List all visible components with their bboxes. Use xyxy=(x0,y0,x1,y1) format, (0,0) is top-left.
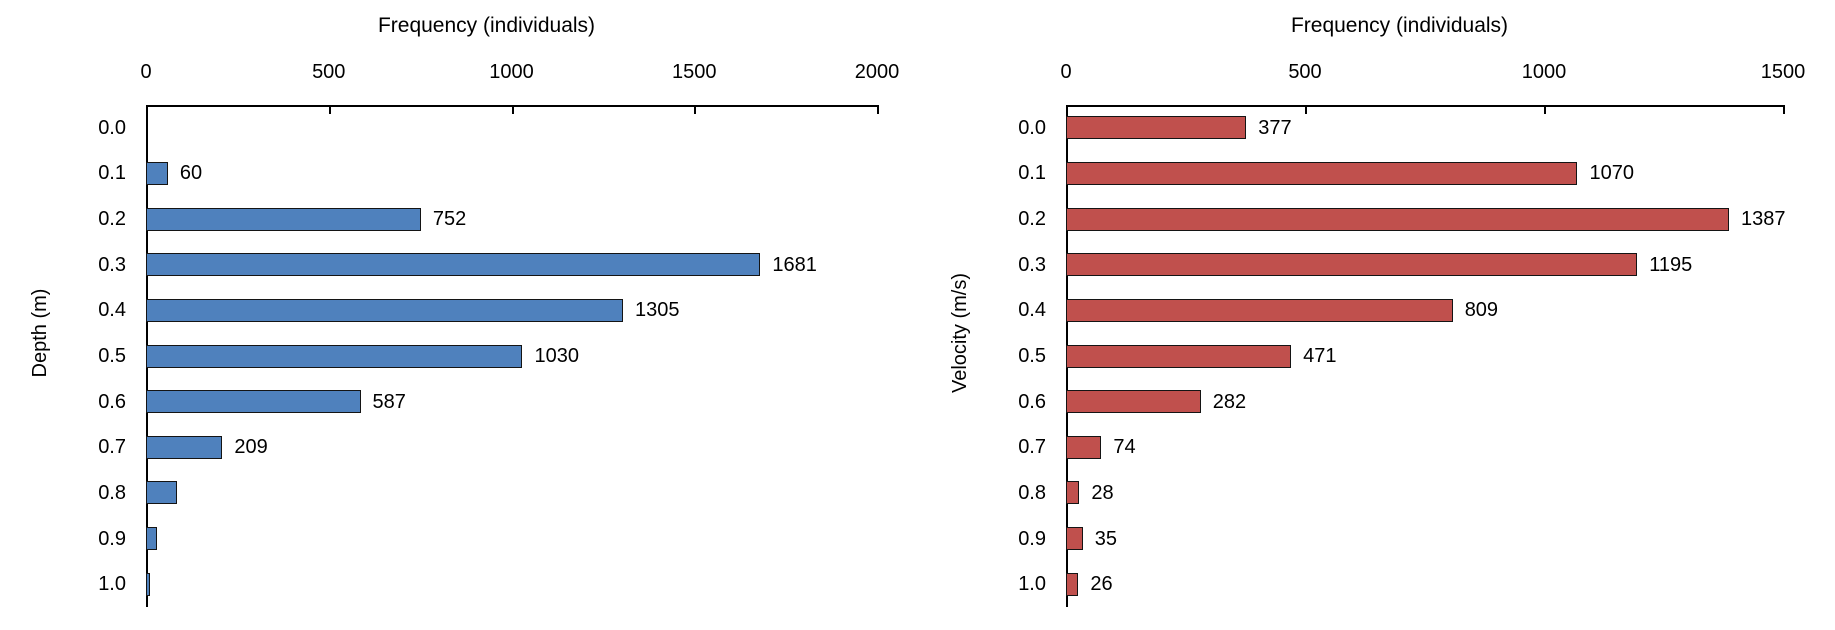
y-tick-label: 0.1 xyxy=(1018,162,1046,185)
y-tick-label: 0.4 xyxy=(98,299,126,322)
x-tick-label: 1500 xyxy=(672,61,717,83)
y-tick-label: 0.5 xyxy=(98,345,126,367)
bar xyxy=(1066,527,1083,551)
bar-value-label: 1030 xyxy=(534,345,579,367)
bar xyxy=(1066,390,1201,414)
bar-value-label: 587 xyxy=(372,390,406,413)
y-tick-label: 0.8 xyxy=(98,481,126,504)
bar-value-label: 1070 xyxy=(1589,162,1634,185)
x-tick-label: 0 xyxy=(1060,61,1072,83)
x-tick-label: 500 xyxy=(312,61,346,83)
y-tick-label: 0.3 xyxy=(1018,253,1046,276)
x-tick-mark xyxy=(1305,105,1307,114)
bar-value-label: 1387 xyxy=(1740,208,1786,231)
y-axis-title: Depth (m) xyxy=(29,288,51,378)
chart-title: Frequency (individuals) xyxy=(377,14,596,37)
x-tick-mark xyxy=(877,105,879,114)
y-tick-label: 0.9 xyxy=(98,527,126,550)
y-tick-label: 0.6 xyxy=(98,390,126,413)
bar-value-label: 1681 xyxy=(772,253,817,276)
y-tick-label: 0.0 xyxy=(1018,116,1046,139)
bar-value-label: 1195 xyxy=(1649,253,1693,276)
x-tick-mark xyxy=(328,105,331,114)
y-tick-label: 0.8 xyxy=(1018,481,1046,504)
bar xyxy=(1066,572,1079,596)
x-tick-label: 1000 xyxy=(1521,61,1567,83)
bar-value-label: 74 xyxy=(1113,436,1136,459)
bar-value-label: 752 xyxy=(432,208,467,231)
bar-value-label: 377 xyxy=(1258,116,1292,139)
bar-value-label: 60 xyxy=(179,162,203,185)
y-tick-label: 0.9 xyxy=(1018,527,1046,550)
bar-value-label: 471 xyxy=(1303,345,1337,367)
y-axis-title: Velocity (m/s) xyxy=(949,272,971,394)
y-tick-label: 0.5 xyxy=(1018,345,1046,367)
bar xyxy=(146,161,168,185)
y-tick-label: 0.1 xyxy=(98,162,126,185)
bar xyxy=(146,435,223,459)
bar-value-label: 209 xyxy=(234,436,268,459)
bar xyxy=(1066,116,1247,140)
y-tick-label: 0.6 xyxy=(1018,390,1046,413)
y-tick-label: 0.7 xyxy=(1018,436,1046,459)
x-tick-mark xyxy=(1783,105,1785,114)
y-tick-label: 1.0 xyxy=(1018,573,1046,596)
bar-value-label: 35 xyxy=(1094,527,1117,550)
y-tick-label: 0.3 xyxy=(98,253,126,276)
bar-value-label: 282 xyxy=(1212,390,1247,413)
bar xyxy=(146,390,361,414)
bar xyxy=(1066,298,1453,322)
y-tick-label: 0.7 xyxy=(98,436,126,459)
bar xyxy=(146,481,178,505)
velocity-frequency-chart: Frequency (individuals) Velocity (m/s) 0… xyxy=(920,0,1835,630)
chart-title: Frequency (individuals) xyxy=(1290,14,1509,37)
bar xyxy=(1066,344,1292,368)
bar xyxy=(146,344,523,368)
x-tick-label: 1000 xyxy=(489,61,534,83)
bar xyxy=(1066,161,1578,185)
bar-value-label: 28 xyxy=(1091,481,1114,504)
bar xyxy=(1066,253,1638,277)
y-tick-label: 0.4 xyxy=(1018,299,1046,322)
bar xyxy=(1066,435,1102,459)
y-tick-label: 1.0 xyxy=(98,573,126,596)
bar xyxy=(146,298,623,322)
bar-value-label: 809 xyxy=(1464,299,1499,322)
x-tick-label: 2000 xyxy=(854,61,900,83)
x-tick-label: 500 xyxy=(1288,61,1322,83)
x-tick-label: 1500 xyxy=(1760,61,1806,83)
x-axis-line xyxy=(1066,105,1785,107)
bar xyxy=(146,527,157,551)
depth-frequency-chart: Frequency (individuals) Depth (m) 0 500 10… xyxy=(0,0,917,630)
bar xyxy=(1066,481,1080,505)
bar-value-label: 1305 xyxy=(634,299,680,322)
bar xyxy=(1066,207,1729,231)
x-tick-mark xyxy=(694,105,697,114)
x-tick-label: 0 xyxy=(140,61,152,83)
bar xyxy=(146,253,761,277)
bar-value-label: 26 xyxy=(1090,573,1113,596)
y-tick-label: 0.0 xyxy=(98,116,126,139)
x-tick-mark xyxy=(1544,105,1546,114)
y-tick-label: 0.2 xyxy=(1018,208,1046,231)
bar xyxy=(146,207,421,231)
x-tick-mark xyxy=(511,105,514,114)
y-tick-label: 0.2 xyxy=(98,208,126,231)
bar xyxy=(146,572,151,596)
